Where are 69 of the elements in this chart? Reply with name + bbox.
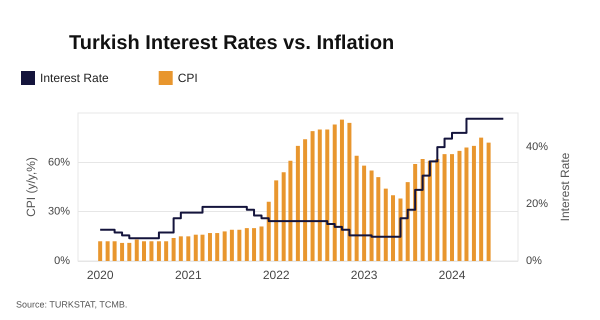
bar	[178, 236, 183, 261]
bar	[384, 188, 388, 261]
bar	[303, 139, 308, 261]
bar	[120, 242, 124, 261]
bar	[200, 234, 205, 261]
bar	[347, 122, 352, 261]
bar	[222, 231, 227, 261]
bar	[420, 159, 425, 261]
bar	[457, 150, 462, 261]
y-tick-label: 60%	[48, 156, 70, 168]
bar	[406, 182, 410, 261]
y-tick-label: 30%	[48, 206, 70, 218]
bar	[244, 228, 249, 261]
bar	[230, 230, 234, 261]
bar	[172, 238, 176, 261]
bar	[318, 129, 322, 261]
bar	[194, 234, 198, 261]
bar	[112, 241, 117, 261]
bar	[450, 154, 454, 261]
bar	[282, 172, 286, 261]
bar	[98, 241, 102, 261]
y2-axis-title: Interest Rate	[558, 152, 572, 222]
legend-label: CPI	[178, 71, 198, 85]
bar	[479, 138, 484, 261]
bar	[208, 233, 212, 261]
bar	[252, 228, 256, 261]
bar	[274, 180, 278, 261]
bar	[362, 166, 366, 261]
bar	[266, 202, 271, 261]
bar	[472, 146, 476, 261]
bar	[215, 233, 220, 261]
bar	[149, 241, 154, 261]
bar	[428, 160, 432, 261]
x-tick-label: 2023	[350, 268, 378, 282]
bar	[325, 129, 330, 261]
bar	[310, 131, 315, 261]
bar	[296, 146, 300, 261]
bar	[288, 160, 292, 261]
legend-label: Interest Rate	[40, 71, 110, 85]
bar	[464, 148, 468, 261]
y-tick-label: 0%	[54, 255, 70, 267]
bar	[237, 230, 242, 261]
bar	[164, 241, 168, 261]
x-tick-label: 2021	[174, 268, 202, 282]
x-tick-label: 2020	[86, 268, 114, 282]
bar	[370, 170, 374, 261]
bar	[435, 159, 440, 261]
source-note: Source: TURKSTAT, TCMB.	[16, 300, 128, 310]
bar	[127, 242, 132, 261]
bar	[442, 154, 447, 261]
x-tick-label: 2024	[438, 268, 466, 282]
bar	[142, 241, 146, 261]
y2-tick-label: 40%	[526, 141, 548, 154]
bar	[332, 124, 337, 261]
bar	[260, 226, 264, 261]
bar	[340, 120, 344, 261]
bar	[106, 241, 110, 261]
chart-title: Turkish Interest Rates vs. Inflation	[69, 32, 394, 54]
bar	[391, 195, 396, 261]
x-tick-label: 2022	[262, 268, 290, 282]
y2-tick-label: 20%	[526, 198, 548, 210]
bar	[186, 236, 190, 261]
bar	[134, 240, 139, 261]
bar	[486, 142, 491, 261]
y2-tick-label: 0%	[526, 255, 542, 267]
bar	[354, 156, 359, 261]
bar	[376, 177, 380, 261]
y-axis-title: CPI (y/y,%)	[24, 157, 38, 217]
bar	[156, 241, 161, 261]
